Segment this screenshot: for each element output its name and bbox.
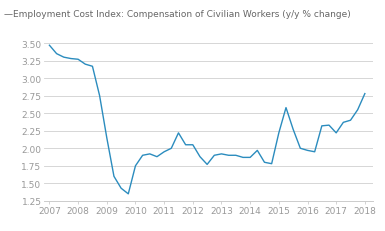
Text: —Employment Cost Index: Compensation of Civilian Workers (y/y % change): —Employment Cost Index: Compensation of …	[4, 9, 351, 18]
